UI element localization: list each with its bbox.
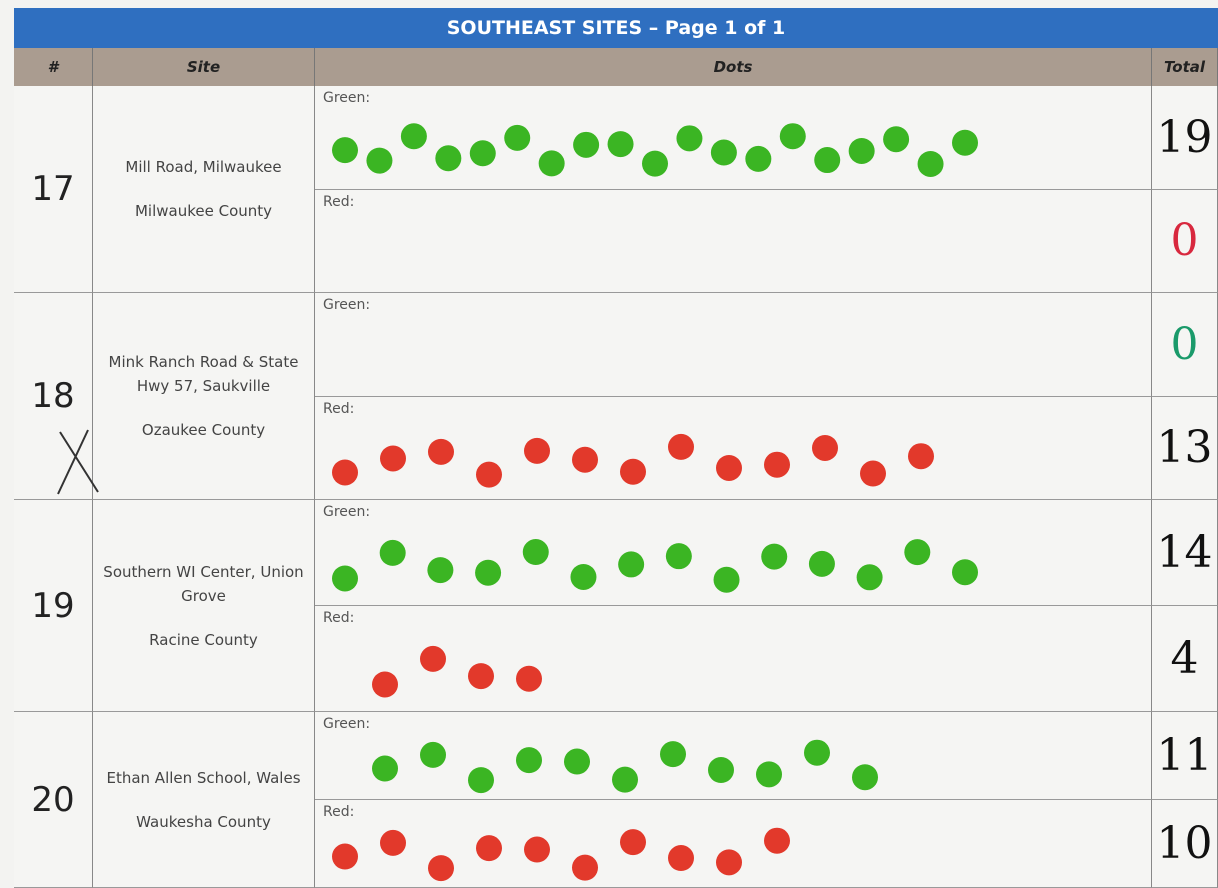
green-dot <box>714 567 740 593</box>
red-dot <box>476 462 502 488</box>
green-dot <box>952 130 978 156</box>
green-dot <box>852 764 878 790</box>
red-dot <box>524 438 550 464</box>
red-dot <box>476 835 502 861</box>
green-dot <box>952 559 978 585</box>
green-dot <box>761 544 787 570</box>
green-dot <box>366 148 392 174</box>
green-dot <box>918 151 944 177</box>
green-dot <box>401 123 427 149</box>
green-dot <box>666 543 692 569</box>
red-dot <box>668 845 694 871</box>
green-dot <box>420 742 446 768</box>
green-dot <box>660 741 686 767</box>
red-dot <box>428 855 454 881</box>
green-dot <box>883 126 909 152</box>
red-dot <box>620 459 646 485</box>
handwritten-x <box>58 430 98 494</box>
green-dot <box>745 146 771 172</box>
green-dot <box>809 551 835 577</box>
red-dot <box>764 828 790 854</box>
green-dot <box>618 551 644 577</box>
red-dot <box>372 671 398 697</box>
green-dot <box>504 125 530 151</box>
green-dot <box>756 761 782 787</box>
red-dot <box>860 461 886 487</box>
green-dot <box>708 757 734 783</box>
green-dot <box>372 756 398 782</box>
green-dot <box>539 150 565 176</box>
green-dot <box>608 131 634 157</box>
dots-layer <box>0 0 1218 888</box>
green-dot <box>523 539 549 565</box>
green-dot <box>427 557 453 583</box>
green-dot <box>711 140 737 166</box>
red-dot <box>620 829 646 855</box>
red-dot <box>716 455 742 481</box>
green-dot <box>475 560 501 586</box>
red-dot <box>812 435 838 461</box>
red-dot <box>332 844 358 870</box>
red-dot <box>716 849 742 875</box>
red-dot <box>468 663 494 689</box>
green-dot <box>380 540 406 566</box>
red-dot <box>516 666 542 692</box>
green-dot <box>468 767 494 793</box>
page: SOUTHEAST SITES – Page 1 of 1 #SiteDotsT… <box>0 0 1218 888</box>
green-dot <box>857 564 883 590</box>
green-dot <box>904 539 930 565</box>
green-dot <box>573 132 599 158</box>
green-dot <box>676 125 702 151</box>
red-dot <box>764 452 790 478</box>
green-dot <box>332 137 358 163</box>
green-dot <box>516 747 542 773</box>
green-dot <box>804 740 830 766</box>
green-dot <box>570 564 596 590</box>
red-dot <box>572 855 598 881</box>
green-dot <box>332 565 358 591</box>
red-dot <box>668 434 694 460</box>
green-dot <box>780 123 806 149</box>
green-dot <box>470 140 496 166</box>
red-dot <box>380 445 406 471</box>
red-dot <box>380 830 406 856</box>
green-dot <box>642 151 668 177</box>
green-dot <box>849 138 875 164</box>
red-dot <box>428 439 454 465</box>
green-dot <box>435 145 461 171</box>
green-dot <box>814 147 840 173</box>
green-dot <box>564 749 590 775</box>
red-dot <box>572 447 598 473</box>
red-dot <box>524 837 550 863</box>
green-dot <box>612 767 638 793</box>
red-dot <box>420 646 446 672</box>
red-dot <box>908 443 934 469</box>
red-dot <box>332 459 358 485</box>
